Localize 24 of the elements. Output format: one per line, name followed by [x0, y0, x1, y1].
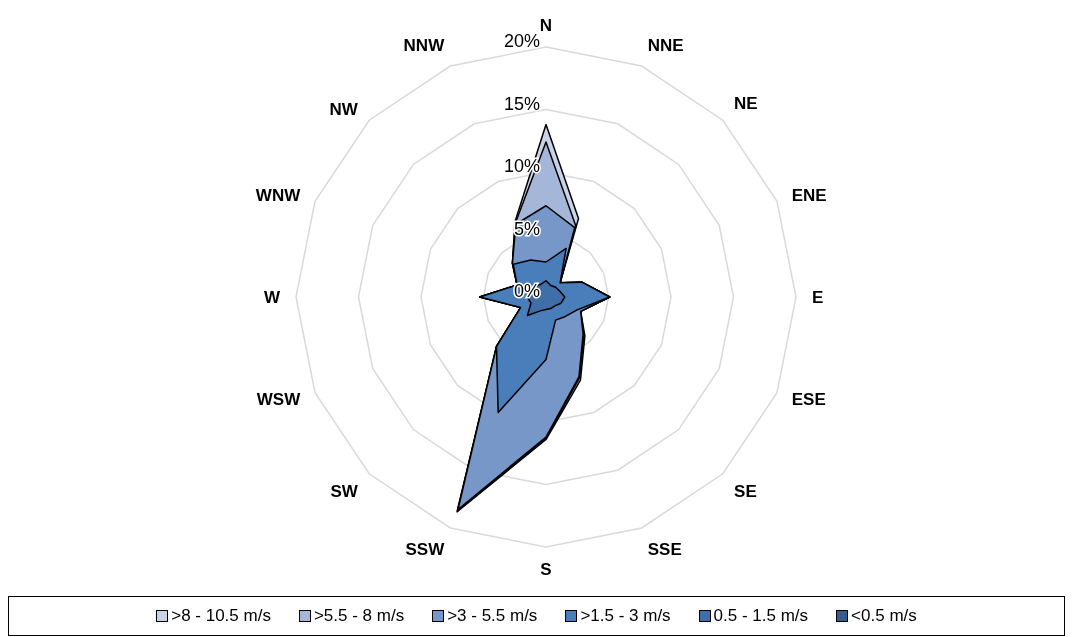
spoke-label: SE: [734, 482, 757, 502]
legend-label: >3 - 5.5 m/s: [446, 606, 538, 626]
legend-label: >1.5 - 3 m/s: [579, 606, 671, 626]
spoke-label: SW: [330, 482, 359, 502]
spoke-label: SSE: [647, 539, 682, 559]
legend-label: >8 - 10.5 m/s: [170, 606, 271, 626]
y-tick-label: 15%: [503, 93, 540, 114]
legend-label: >5.5 - 8 m/s: [312, 606, 405, 626]
spoke-label: NNE: [647, 36, 684, 56]
spoke-label: NW: [329, 99, 359, 119]
spoke-label: NE: [734, 93, 758, 113]
spoke-label: E: [812, 288, 824, 308]
spoke-label: ENE: [791, 186, 827, 206]
spoke-label: SSW: [405, 539, 446, 559]
spoke-label: NNW: [403, 36, 446, 56]
spoke-label: W: [263, 288, 281, 308]
spoke-label: N: [539, 16, 553, 35]
spoke-label: WNW: [255, 186, 302, 206]
spoke-label: WSW: [256, 389, 302, 409]
legend-label: <0.5 m/s: [850, 606, 917, 626]
spoke-label: ESE: [791, 389, 826, 409]
legend-label: 0.5 - 1.5 m/s: [712, 606, 809, 626]
spoke-label: S: [540, 560, 552, 580]
y-tick-label: 20%: [503, 31, 540, 51]
